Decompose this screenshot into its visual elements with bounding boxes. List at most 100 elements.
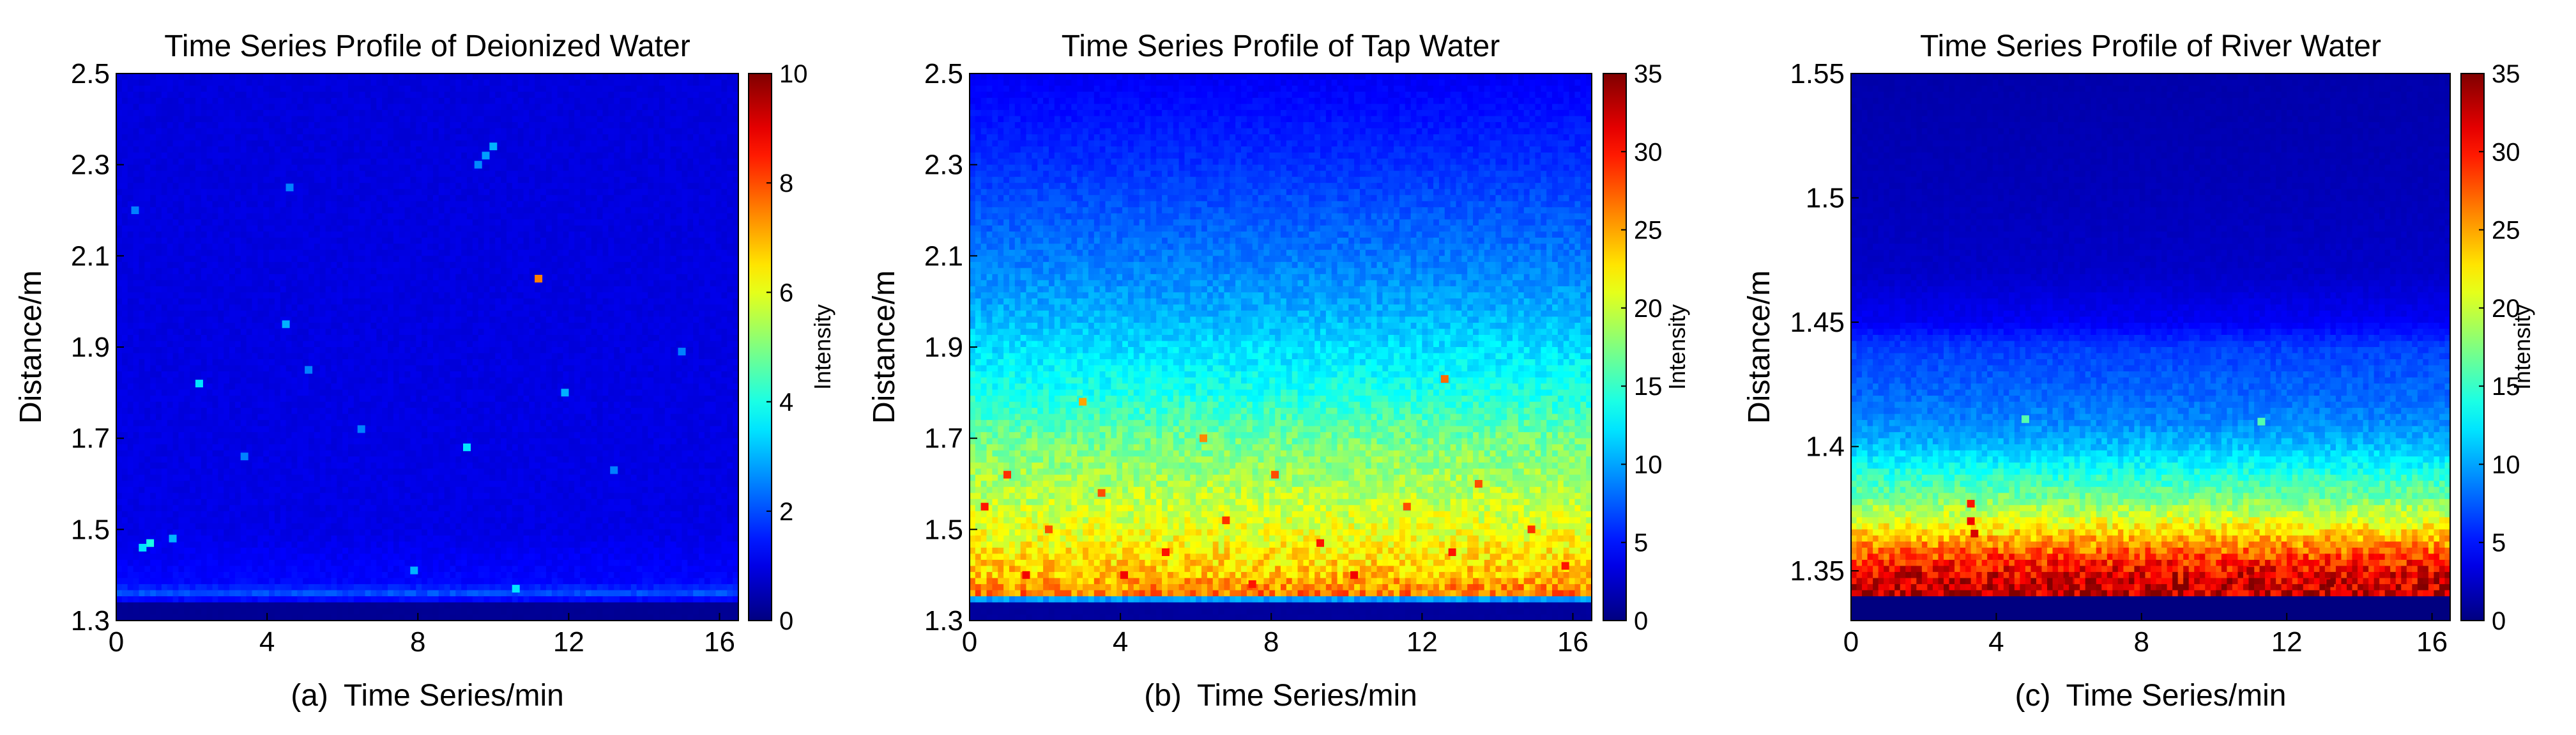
heatmap-cell — [710, 274, 717, 281]
heatmap-cell — [478, 79, 485, 86]
heatmap-cell — [388, 219, 394, 226]
heatmap-cell — [574, 310, 581, 318]
heatmap-cell — [382, 316, 388, 323]
heatmap-cell — [693, 171, 699, 178]
heatmap-cell — [687, 152, 694, 159]
heatmap-cell — [234, 171, 241, 178]
heatmap-cell — [121, 122, 128, 129]
heatmap-cell — [625, 322, 632, 330]
heatmap-cell — [127, 298, 134, 306]
heatmap-cell — [224, 347, 230, 354]
heatmap-cell — [416, 322, 422, 330]
heatmap-cell — [246, 164, 253, 171]
heatmap-cell — [393, 237, 400, 244]
heatmap-cell — [427, 201, 434, 208]
heatmap-cell — [257, 316, 264, 323]
heatmap-cell — [580, 225, 586, 232]
heatmap-cell — [286, 189, 293, 196]
heatmap-cell — [348, 134, 354, 141]
heatmap-cell — [432, 79, 439, 86]
heatmap-cell — [309, 91, 315, 98]
heatmap-cell — [291, 159, 298, 166]
heatmap-cell — [472, 207, 479, 214]
heatmap-cell — [184, 116, 190, 123]
heatmap-cell — [161, 322, 168, 330]
heatmap-cell — [642, 122, 648, 129]
heatmap-cell — [314, 256, 321, 263]
heatmap-cell — [178, 122, 185, 129]
heatmap-cell — [438, 207, 445, 214]
heatmap-cell — [620, 298, 626, 306]
heatmap-cell — [495, 341, 501, 348]
heatmap-cell — [376, 201, 383, 208]
heatmap-cell — [167, 225, 174, 232]
heatmap-cell — [648, 104, 654, 111]
heatmap-cell — [353, 116, 360, 123]
heatmap-cell — [303, 304, 309, 311]
heatmap-cell — [155, 79, 162, 86]
heatmap-cell — [529, 116, 535, 123]
heatmap-cell — [591, 116, 598, 123]
heatmap-cell — [608, 159, 614, 166]
heatmap-cell — [342, 304, 349, 311]
heatmap-cell — [715, 171, 722, 178]
heatmap-cell — [727, 322, 733, 330]
heatmap-cell — [224, 201, 230, 208]
heatmap-cell — [348, 74, 354, 81]
heatmap-cell — [212, 237, 218, 244]
heatmap-cell — [229, 159, 236, 166]
heatmap-cell — [382, 189, 388, 196]
heatmap-cell — [568, 176, 575, 183]
heatmap-cell — [551, 140, 558, 147]
heatmap-cell — [218, 310, 224, 318]
heatmap-cell — [337, 298, 343, 306]
heatmap-cell — [309, 98, 315, 105]
heatmap-cell — [676, 201, 683, 208]
heatmap-cell — [144, 207, 151, 214]
heatmap-cell — [212, 207, 218, 214]
heatmap-cell — [212, 316, 218, 323]
heatmap-cell — [693, 329, 699, 336]
heatmap-cell — [319, 298, 326, 306]
heatmap-cell — [557, 152, 564, 159]
heatmap-cell — [682, 213, 688, 220]
heatmap-cell — [545, 171, 553, 178]
heatmap-cell — [535, 140, 541, 147]
heatmap-cell — [563, 122, 569, 129]
heatmap-cell — [399, 286, 406, 293]
heatmap-cell — [710, 146, 717, 153]
heatmap-cell — [591, 201, 598, 208]
heatmap-cell — [580, 249, 586, 256]
heatmap-cell — [348, 164, 354, 171]
heatmap-cell — [291, 104, 298, 111]
heatmap-cell — [393, 176, 400, 183]
heatmap-cell — [348, 98, 354, 105]
heatmap-cell — [733, 122, 739, 129]
heatmap-cell — [224, 286, 230, 293]
heatmap-cell — [529, 231, 535, 238]
heatmap-cell — [704, 304, 711, 311]
heatmap-cell — [682, 195, 688, 202]
heatmap-cell — [229, 91, 236, 98]
heatmap-cell — [393, 146, 400, 153]
heatmap-cell — [444, 213, 451, 220]
heatmap-cell — [450, 207, 456, 214]
heatmap-cell — [721, 286, 728, 293]
heatmap-cell — [670, 189, 677, 196]
heatmap-cell — [410, 104, 416, 111]
heatmap-cell — [370, 286, 377, 293]
heatmap-cell — [370, 225, 377, 232]
heatmap-cell — [218, 91, 224, 98]
heatmap-cell — [291, 329, 298, 336]
heatmap-cell — [190, 341, 196, 348]
heatmap-cell — [495, 74, 501, 81]
heatmap-cell — [630, 116, 637, 123]
heatmap-cell — [190, 292, 196, 299]
heatmap-cell — [121, 195, 128, 202]
heatmap-cell — [309, 213, 315, 220]
heatmap-cell — [733, 274, 739, 281]
heatmap-cell — [370, 195, 377, 202]
heatmap-cell — [139, 79, 145, 86]
heatmap-cell — [704, 195, 711, 202]
heatmap-cell — [608, 128, 614, 135]
